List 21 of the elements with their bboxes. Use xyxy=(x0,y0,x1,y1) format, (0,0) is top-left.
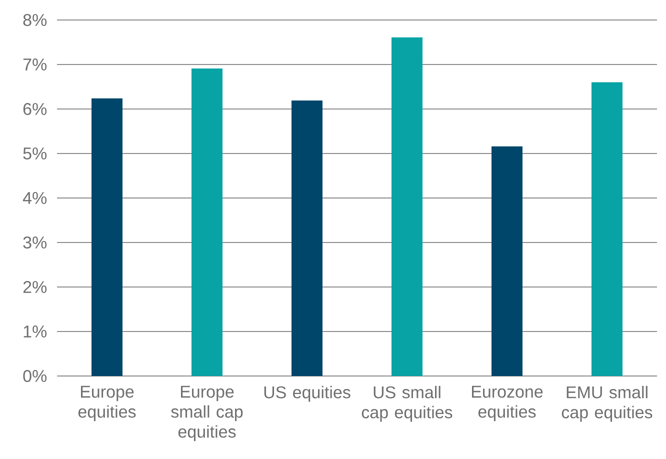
y-tick-label: 0% xyxy=(23,370,47,382)
bar xyxy=(492,146,523,376)
y-tick-label: 4% xyxy=(22,192,47,204)
y-tick-label: 5% xyxy=(23,148,47,160)
bar xyxy=(192,68,223,376)
x-tick-label: EMU small cap equities xyxy=(562,386,652,422)
x-tick-label: Europe equities xyxy=(78,386,136,422)
y-tick-label: 7% xyxy=(23,58,47,70)
bar xyxy=(92,98,123,376)
x-tick-label: US equities xyxy=(264,386,350,402)
y-tick-label: 8% xyxy=(23,14,47,26)
x-tick-label: Europe small cap equities xyxy=(171,386,243,442)
y-tick-label: 1% xyxy=(24,326,47,338)
bar xyxy=(292,100,323,376)
y-tick-label: 2% xyxy=(23,281,47,293)
x-tick-label: Eurozone equities xyxy=(472,386,543,422)
y-tick-label: 3% xyxy=(23,236,47,249)
bar xyxy=(592,82,623,376)
bar xyxy=(392,37,423,376)
x-tick-label: US small cap equities xyxy=(362,386,452,422)
y-tick-label: 6% xyxy=(23,102,47,116)
